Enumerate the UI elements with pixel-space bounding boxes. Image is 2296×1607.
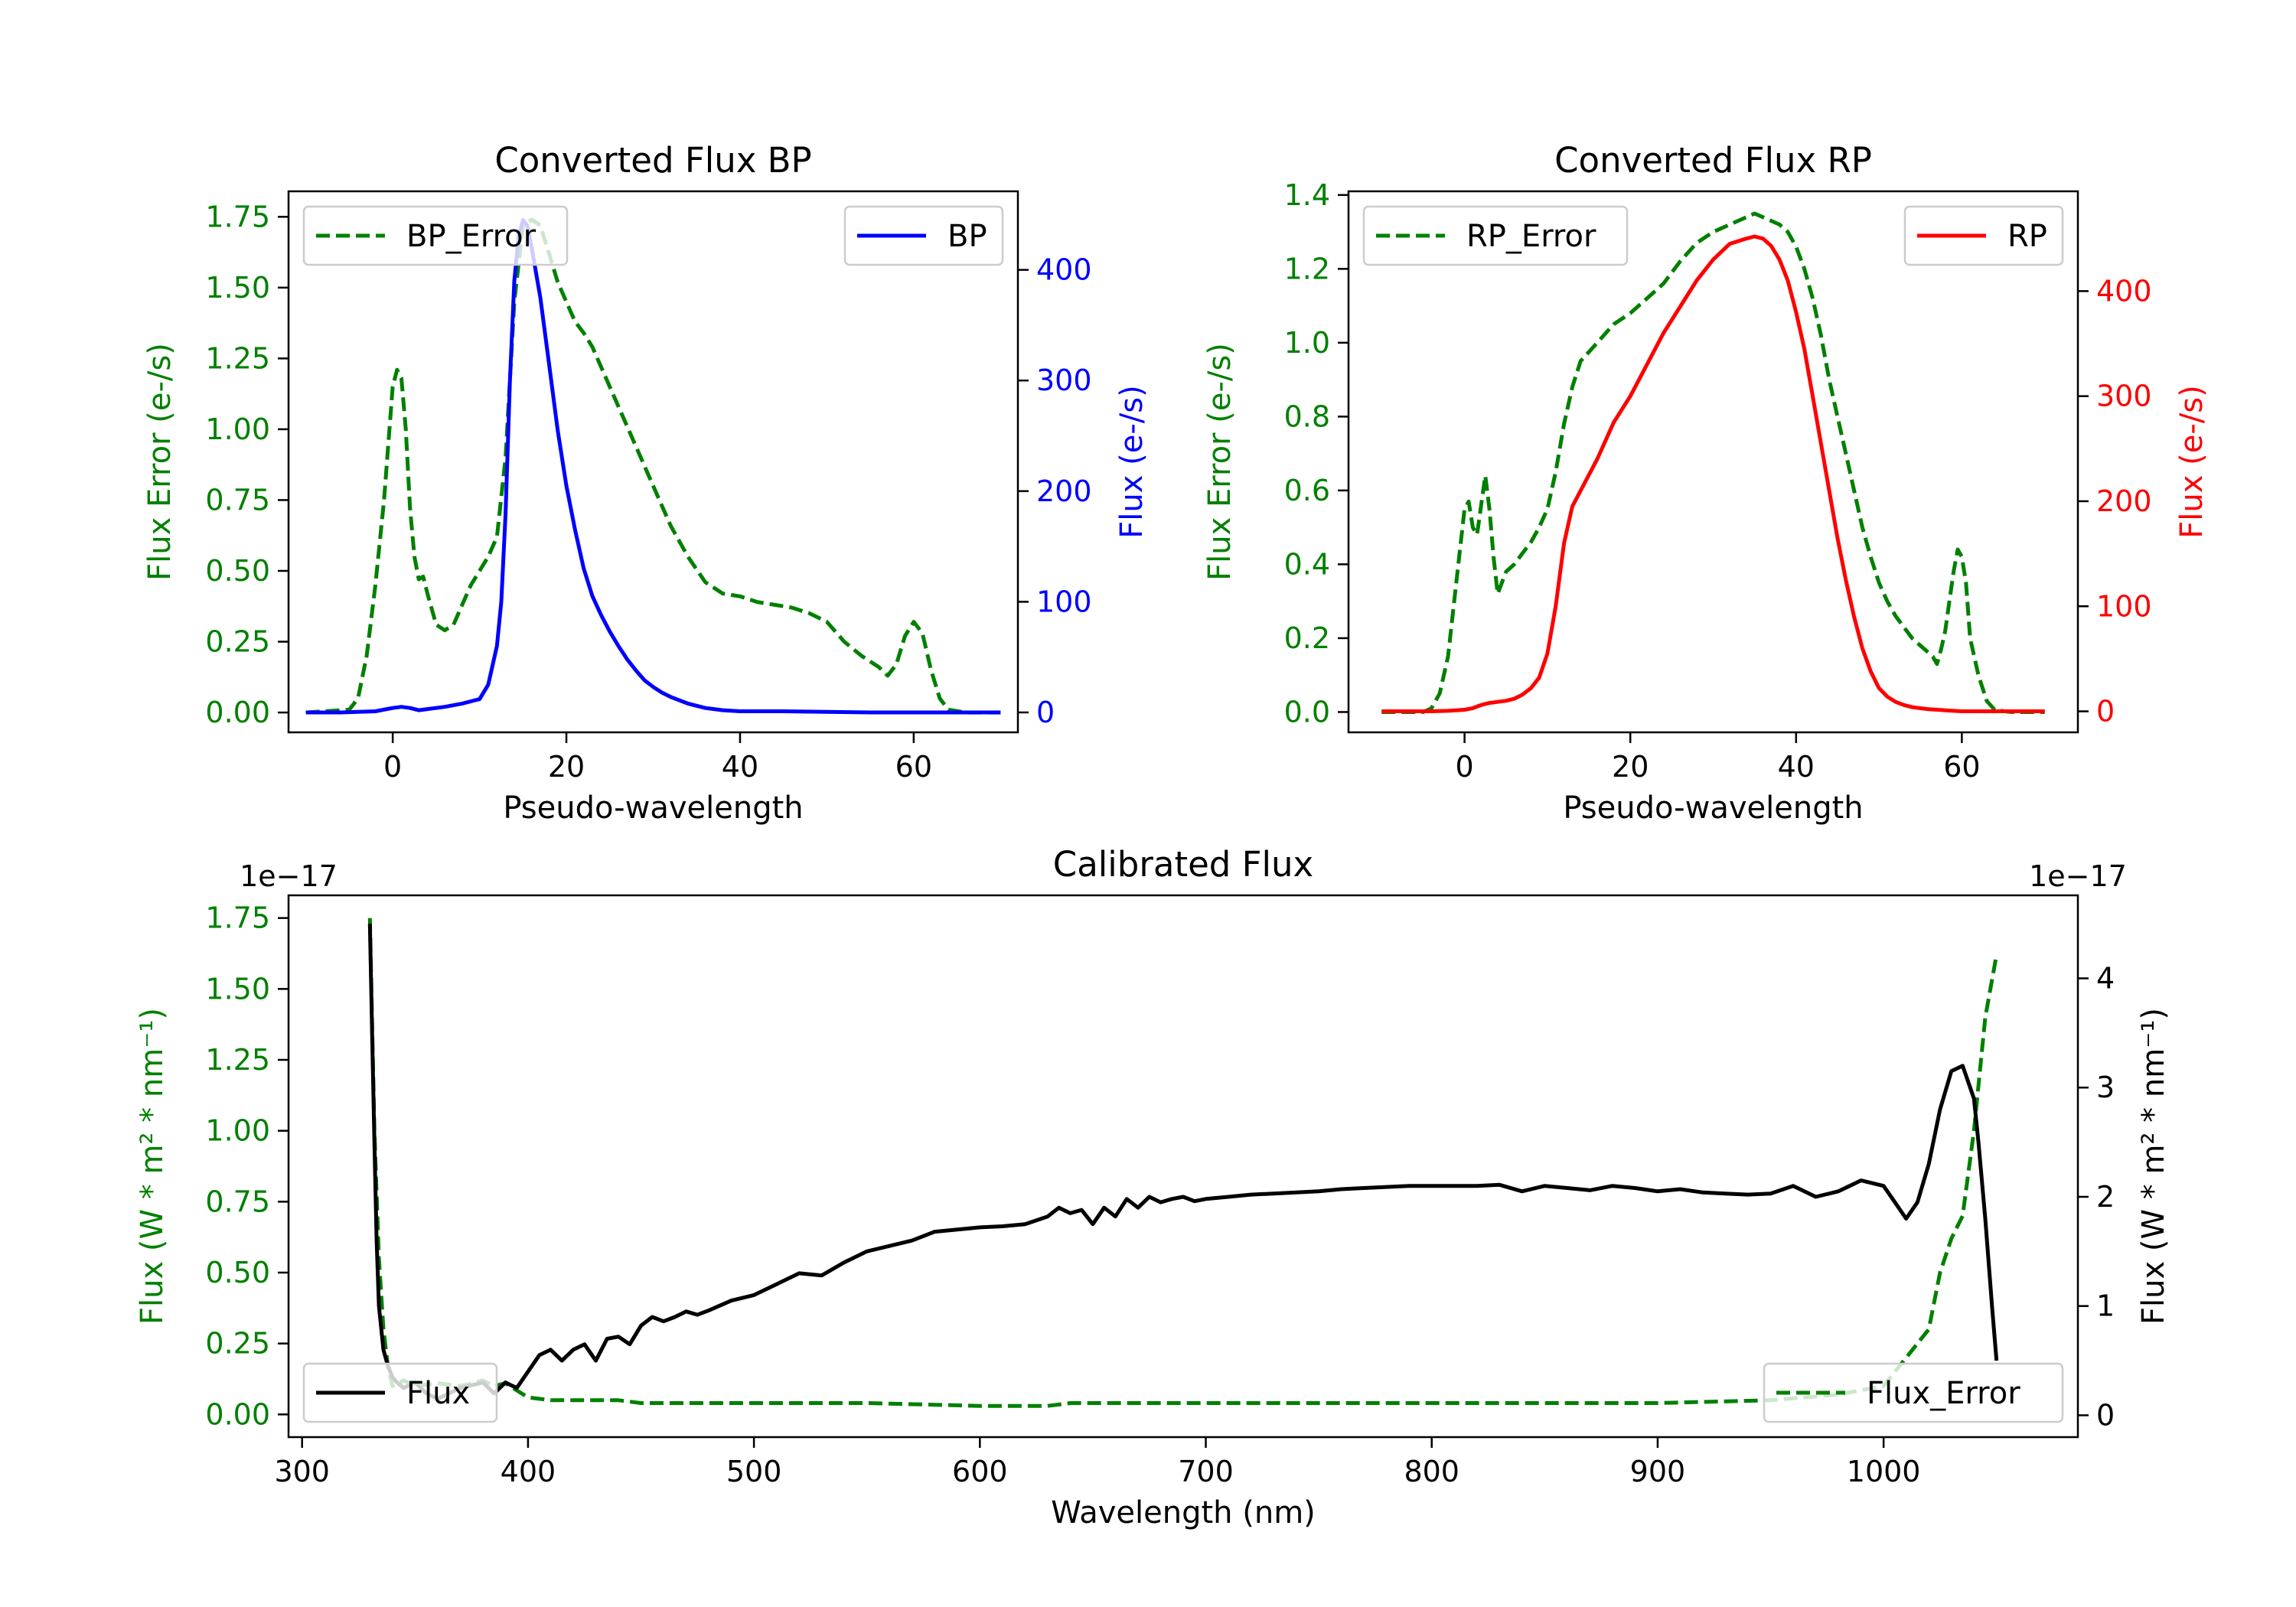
rp-plot-frame: [1347, 190, 2079, 734]
calibrated-y-left-tick-label: 0.00: [205, 1397, 270, 1431]
calibrated-y-right-tick-label: 4: [2096, 961, 2115, 995]
bp-y-right-axis-label: Flux (e-/s): [1114, 385, 1150, 538]
calibrated-legend-right-box: [1763, 1362, 2064, 1423]
rp-y-right-tick-label: 0: [2096, 695, 2115, 729]
bp-chart-title: Converted Flux BP: [494, 140, 811, 181]
bp-y-left-tick-label: 1.00: [205, 412, 270, 446]
bp-x-axis-label: Pseudo-wavelength: [503, 790, 803, 826]
rp-legend-left: RP_Error: [1362, 205, 1629, 266]
rp-y-left-tick-label: 0.8: [1284, 399, 1330, 433]
bp-x-tick-label: 20: [548, 750, 585, 784]
calibrated-y-left-tick-label: 1.75: [205, 901, 270, 935]
rp-x-axis-label: Pseudo-wavelength: [1563, 790, 1863, 826]
rp-y-right-axis-label: Flux (e-/s): [2174, 385, 2210, 538]
calibrated-y-left-tick-label: 0.25: [205, 1327, 270, 1361]
calibrated-y-right-axis-label: Flux (W * m² * nm⁻¹): [2136, 1008, 2171, 1325]
bp-y-right-tick-label: 400: [1036, 253, 1092, 287]
rp-legend-right-label: RP: [2007, 219, 2047, 254]
calibrated-x-tick-label: 500: [726, 1455, 782, 1488]
calibrated-plot-frame: [287, 894, 2079, 1439]
calibrated-series-flux-line: [367, 924, 1999, 1401]
calibrated-y-left-tick-label: 0.75: [205, 1185, 270, 1218]
rp-y-right-tick-label: 200: [2096, 484, 2152, 518]
calibrated-y-left-tick-label: 1.25: [205, 1043, 270, 1077]
calibrated-x-tick-label: 700: [1178, 1455, 1234, 1488]
bp-x-tick-label: 0: [383, 750, 402, 784]
rp-chart-title: Converted Flux RP: [1554, 140, 1872, 181]
rp-series-rp-line: [1381, 234, 2045, 713]
calibrated-x-tick-label: 600: [952, 1455, 1008, 1488]
calibrated-legend-left-label: Flux: [406, 1376, 470, 1411]
rp-y-right-tick-label: 400: [2096, 274, 2152, 308]
calibrated-y-left-tick-label: 1.00: [205, 1114, 270, 1148]
rp-y-left-axis-label: Flux Error (e-/s): [1202, 343, 1238, 581]
calibrated-x-tick-label: 900: [1630, 1455, 1686, 1488]
calibrated-series-flux-error-line: [367, 918, 1999, 1408]
bp-y-left-tick-label: 1.25: [205, 341, 270, 375]
bp-series-bp-line: [305, 218, 1001, 715]
rp-legend-left-label: RP_Error: [1466, 219, 1596, 254]
calibrated-y-left-offset-label: 1e−17: [240, 859, 338, 893]
calibrated-x-tick-label: 300: [274, 1455, 330, 1488]
calibrated-y-left-tick-label: 1.50: [205, 972, 270, 1006]
bp-panel: 0 20 40 60 0.00 0.25 0.50 0.75 1.00 1.25 1.50 1.75 0…: [142, 140, 1150, 826]
rp-y-left-tick-label: 1.2: [1284, 252, 1330, 285]
rp-y-left-tick-label: 0.4: [1284, 547, 1330, 581]
rp-series-rp-error-line: [1381, 211, 2045, 714]
bp-legend-right: BP: [843, 205, 1004, 266]
bp-y-right-tick-label: 300: [1036, 363, 1092, 397]
calibrated-legend-left: Flux: [302, 1362, 498, 1423]
calibrated-legend-right-label: Flux_Error: [1867, 1376, 2020, 1411]
bp-x-tick-label: 60: [895, 750, 932, 784]
rp-y-left-tick-label: 1.4: [1284, 178, 1330, 212]
bp-y-left-tick-label: 0.25: [205, 625, 270, 659]
bp-y-left-tick-label: 1.75: [205, 200, 270, 233]
bp-y-left-tick-label: 1.50: [205, 271, 270, 305]
calibrated-legend-left-box: [302, 1362, 498, 1423]
rp-x-tick-label: 40: [1778, 750, 1815, 784]
calibrated-x-tick-label: 1000: [1847, 1455, 1921, 1488]
rp-y-left-tick-label: 1.0: [1284, 326, 1330, 360]
bp-plot-frame: [287, 190, 1019, 734]
rp-x-tick-label: 60: [1943, 750, 1980, 784]
calibrated-y-left-axis-label: Flux (W * m² * nm⁻¹): [135, 1008, 170, 1325]
rp-y-right-tick-label: 100: [2096, 589, 2152, 623]
rp-y-right-tick-label: 300: [2096, 380, 2152, 413]
calibrated-y-left-tick-label: 0.50: [205, 1256, 270, 1289]
bp-series-bp-error-line: [305, 217, 1001, 715]
rp-x-tick-label: 20: [1612, 750, 1649, 784]
bp-y-left-tick-label: 0.75: [205, 483, 270, 517]
bp-legend-left: BP_Error: [302, 205, 569, 266]
calibrated-y-right-tick-label: 1: [2096, 1289, 2115, 1323]
bp-y-left-tick-label: 0.50: [205, 554, 270, 588]
calibrated-y-right-offset-label: 1e−17: [2029, 859, 2127, 893]
calibrated-y-right-tick-label: 2: [2096, 1180, 2115, 1214]
bp-y-right-tick-label: 200: [1036, 474, 1092, 508]
bp-legend-right-label: BP: [947, 219, 987, 254]
calibrated-y-right-tick-label: 3: [2096, 1071, 2115, 1104]
bp-legend-left-label: BP_Error: [406, 219, 536, 254]
bp-y-right-tick-label: 0: [1036, 696, 1055, 729]
rp-panel: 0 20 40 60 0.0 0.2 0.4 0.6 0.8 1.0 1.2 1.4 0 100 200 30…: [1202, 140, 2210, 826]
calibrated-chart-title: Calibrated Flux: [1053, 844, 1313, 885]
bp-y-left-axis-label: Flux Error (e-/s): [142, 343, 178, 581]
bp-x-tick-label: 40: [722, 750, 758, 784]
rp-y-left-tick-label: 0.0: [1284, 695, 1330, 729]
calibrated-x-axis-label: Wavelength (nm): [1051, 1495, 1316, 1530]
rp-y-left-tick-label: 0.6: [1284, 474, 1330, 507]
bp-y-right-tick-label: 100: [1036, 585, 1092, 618]
rp-legend-right: RP: [1903, 205, 2064, 266]
bp-legend-left-box: [302, 205, 569, 266]
rp-x-tick-label: 0: [1456, 750, 1474, 784]
calibrated-legend-right: Flux_Error: [1763, 1362, 2064, 1423]
bp-y-left-tick-label: 0.00: [205, 696, 270, 729]
rp-legend-left-box: [1362, 205, 1629, 266]
calibrated-x-tick-label: 400: [501, 1455, 556, 1488]
calibrated-panel: 300 400 500 600 700 800 900 1000 0.00 0.25 0.50 0.7…: [135, 844, 2171, 1530]
calibrated-x-tick-label: 800: [1404, 1455, 1459, 1488]
rp-y-left-tick-label: 0.2: [1284, 621, 1330, 655]
calibrated-y-right-tick-label: 0: [2096, 1398, 2115, 1432]
